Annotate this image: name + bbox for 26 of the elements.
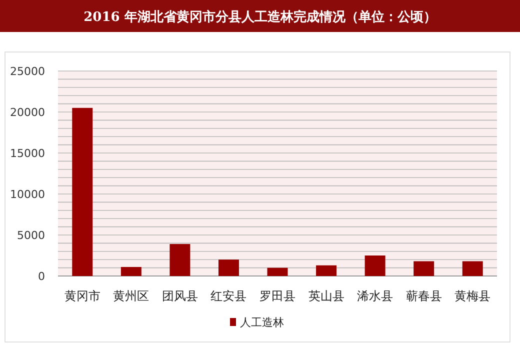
y-tick-label: 25000 [10, 65, 45, 78]
bar [218, 260, 239, 276]
y-tick-label: 0 [38, 270, 45, 283]
y-tick-label: 15000 [10, 147, 45, 160]
bar [364, 256, 386, 276]
x-tick-label: 黄州区 [113, 289, 150, 303]
x-tick-label: 英山县 [308, 289, 344, 303]
x-tick-label: 团风县 [162, 289, 198, 303]
bar [462, 261, 483, 276]
x-tick-label: 黄冈市 [64, 289, 100, 303]
x-tick-label: 红安县 [210, 289, 247, 303]
bar [414, 261, 434, 276]
y-tick-label: 5000 [17, 229, 45, 242]
bar [72, 108, 93, 276]
chart-title: 2016 年湖北省黄冈市分县人工造林完成情况（单位：公顷） [84, 9, 436, 25]
bar [170, 244, 190, 276]
x-tick-label: 浠水县 [357, 289, 394, 303]
y-tick-label: 10000 [10, 188, 45, 201]
x-tick-label: 蕲春县 [406, 289, 442, 303]
bar [267, 268, 288, 276]
x-tick-label: 罗田县 [260, 289, 296, 303]
bar [120, 266, 142, 276]
y-tick-label: 20000 [10, 106, 45, 119]
bar [316, 265, 337, 276]
x-tick-label: 黄梅县 [454, 289, 491, 303]
legend-label: 人工造林 [240, 316, 284, 329]
